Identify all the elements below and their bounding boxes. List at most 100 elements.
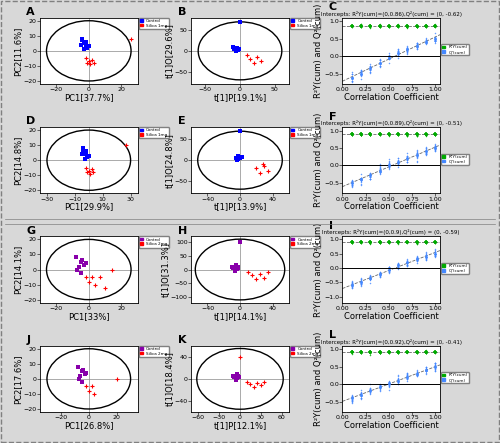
- Point: [404, 369, 411, 377]
- Point: [404, 24, 411, 31]
- Point: [413, 42, 421, 49]
- Point: [404, 239, 411, 246]
- Point: [80, 155, 88, 162]
- Point: [376, 270, 384, 277]
- Point: [366, 389, 374, 396]
- Point: [348, 22, 356, 29]
- Point: [432, 251, 440, 258]
- Point: [348, 349, 356, 356]
- Point: [366, 387, 374, 394]
- Point: [413, 255, 421, 262]
- Point: [404, 373, 411, 380]
- Point: [404, 259, 411, 266]
- Point: [385, 21, 393, 28]
- Point: [394, 131, 402, 138]
- Text: L: L: [329, 330, 336, 340]
- Point: [432, 366, 440, 373]
- Point: [357, 22, 365, 29]
- Point: [366, 348, 374, 355]
- Point: [413, 130, 421, 137]
- Point: [385, 266, 393, 273]
- Point: [366, 66, 374, 74]
- Point: [404, 370, 411, 377]
- Point: [404, 131, 411, 138]
- Point: [366, 21, 374, 28]
- Point: [348, 280, 356, 287]
- Point: [357, 22, 365, 29]
- Point: [357, 175, 365, 182]
- Point: [357, 71, 365, 78]
- Point: [357, 130, 365, 137]
- Point: [348, 280, 356, 287]
- Point: [394, 46, 402, 53]
- Point: [413, 152, 421, 159]
- Point: [413, 238, 421, 245]
- X-axis label: Correlation Coefficient: Correlation Coefficient: [344, 93, 438, 102]
- Point: [88, 166, 96, 173]
- Point: [422, 131, 430, 138]
- Point: [432, 132, 440, 139]
- Point: [432, 364, 440, 371]
- Point: [394, 45, 402, 52]
- Point: [348, 177, 356, 184]
- Point: [101, 284, 109, 291]
- Point: [357, 238, 365, 245]
- Point: [413, 368, 421, 375]
- Point: [413, 349, 421, 356]
- Point: [366, 238, 374, 245]
- Y-axis label: PC2[14.1%]: PC2[14.1%]: [14, 245, 22, 294]
- Point: [394, 239, 402, 246]
- Point: [385, 131, 393, 138]
- Point: [413, 240, 421, 247]
- Point: [432, 143, 440, 150]
- Point: [413, 43, 421, 50]
- Point: [432, 22, 440, 29]
- Point: [404, 349, 411, 356]
- Point: [404, 347, 411, 354]
- Point: [376, 382, 384, 389]
- Point: [348, 238, 356, 245]
- Point: [422, 23, 430, 30]
- Point: [385, 131, 393, 138]
- Point: [432, 349, 440, 356]
- Point: [348, 178, 356, 185]
- Point: [413, 131, 421, 138]
- Point: [413, 349, 421, 356]
- Point: [422, 143, 430, 150]
- Point: [357, 131, 365, 138]
- Point: [394, 349, 402, 356]
- Point: [366, 23, 374, 30]
- Point: [376, 238, 384, 245]
- Point: [348, 347, 356, 354]
- Point: [385, 264, 393, 271]
- Point: [348, 396, 356, 404]
- Point: [404, 22, 411, 29]
- Point: [413, 240, 421, 247]
- Point: [357, 177, 365, 184]
- Point: [422, 237, 430, 245]
- Point: [357, 66, 365, 73]
- Point: [366, 171, 374, 179]
- Point: [413, 349, 421, 356]
- Point: [432, 253, 440, 260]
- Point: [404, 23, 411, 30]
- Point: [385, 240, 393, 247]
- Point: [432, 239, 440, 246]
- Point: [357, 239, 365, 246]
- Point: [413, 43, 421, 50]
- Point: [385, 160, 393, 167]
- Point: [72, 254, 80, 261]
- Point: [357, 239, 365, 246]
- Point: [385, 162, 393, 169]
- Point: [432, 130, 440, 137]
- Point: [413, 348, 421, 355]
- Point: [404, 261, 411, 268]
- Point: [413, 349, 421, 356]
- Point: [394, 260, 402, 267]
- Point: [357, 277, 365, 284]
- Point: [385, 132, 393, 139]
- Point: [422, 368, 430, 375]
- Point: [86, 61, 94, 68]
- Point: [404, 155, 411, 162]
- Point: [432, 143, 440, 150]
